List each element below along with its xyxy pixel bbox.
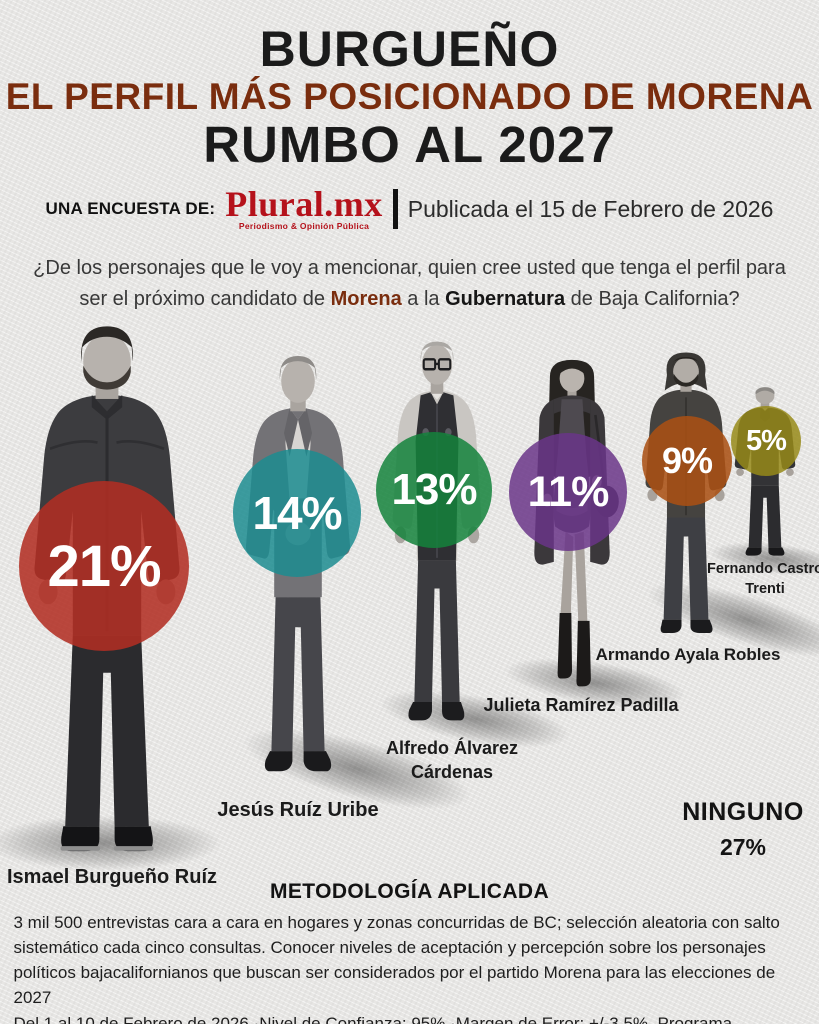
- brand-tagline: Periodismo & Opinión Pública: [238, 221, 370, 232]
- methodology-section: METODOLOGÍA APLICADA 3 mil 500 entrevist…: [0, 880, 819, 1024]
- methodology-body: 3 mil 500 entrevistas cara a cara en hog…: [14, 910, 806, 1024]
- candidate-name-ismael: Ismael Burgueño Ruíz: [6, 866, 218, 888]
- pct-circle-fernando: 5%: [731, 406, 801, 476]
- ninguno-label: NINGUNO: [682, 798, 804, 826]
- question-line2-pre: ser el próximo candidato de: [79, 287, 331, 310]
- pct-circle-julieta: 11%: [509, 433, 627, 551]
- methodology-paragraph-1: 3 mil 500 entrevistas cara a cara en hog…: [13, 913, 780, 1008]
- question-morena: Morena: [330, 287, 402, 310]
- pct-circle-ismael: 21%: [19, 481, 189, 651]
- candidate-name-armando: Armando Ayala Robles: [595, 645, 781, 664]
- candidate-name-alfredo: Alfredo Álvarez Cárdenas: [385, 738, 519, 783]
- brand-logo: Plural.mx Periodismo & Opinión Pública: [225, 183, 383, 232]
- header: BURGUEÑO EL PERFIL MÁS POSICIONADO DE MO…: [0, 0, 819, 315]
- question-line2-mid: a la: [401, 287, 446, 310]
- ninguno-block: NINGUNO 27%: [663, 798, 819, 861]
- survey-prefix-label: UNA ENCUESTA DE:: [45, 199, 216, 219]
- candidate-name-julieta: Julieta Ramírez Padilla: [483, 695, 679, 715]
- question-line1: ¿De los personajes que le voy a menciona…: [33, 256, 786, 279]
- question-line2-post: de Baja California?: [565, 287, 740, 310]
- divider-bar: [392, 189, 398, 230]
- page-title: BURGUEÑO: [259, 21, 560, 77]
- pct-circle-jesus: 14%: [233, 449, 361, 577]
- published-date: Publicada el 15 de Febrero de 2026: [407, 195, 774, 222]
- page-title-third: RUMBO AL 2027: [203, 115, 616, 173]
- pct-circle-armando: 9%: [642, 416, 732, 506]
- candidate-name-jesus: Jesús Ruíz Uribe: [217, 799, 379, 821]
- pct-circle-alfredo: 13%: [376, 432, 492, 548]
- brand-name: Plural.mx: [225, 183, 383, 224]
- floor-shadow: [0, 816, 220, 870]
- candidate-name-fernando: Fernando Castro Trenti: [706, 561, 819, 597]
- methodology-title: METODOLOGÍA APLICADA: [269, 880, 550, 903]
- page-subtitle: EL PERFIL MÁS POSICIONADO DE MORENA: [5, 76, 814, 117]
- ninguno-value: 27%: [719, 834, 767, 860]
- source-row: UNA ENCUESTA DE: Plural.mx Periodismo & …: [0, 183, 819, 232]
- question-gubernatura: Gubernatura: [445, 287, 566, 310]
- poll-question: ¿De los personajes que le voy a menciona…: [0, 253, 819, 315]
- methodology-paragraph-2: Del 1 al 10 de Febrero de 2026 ·Nivel de…: [13, 1013, 733, 1024]
